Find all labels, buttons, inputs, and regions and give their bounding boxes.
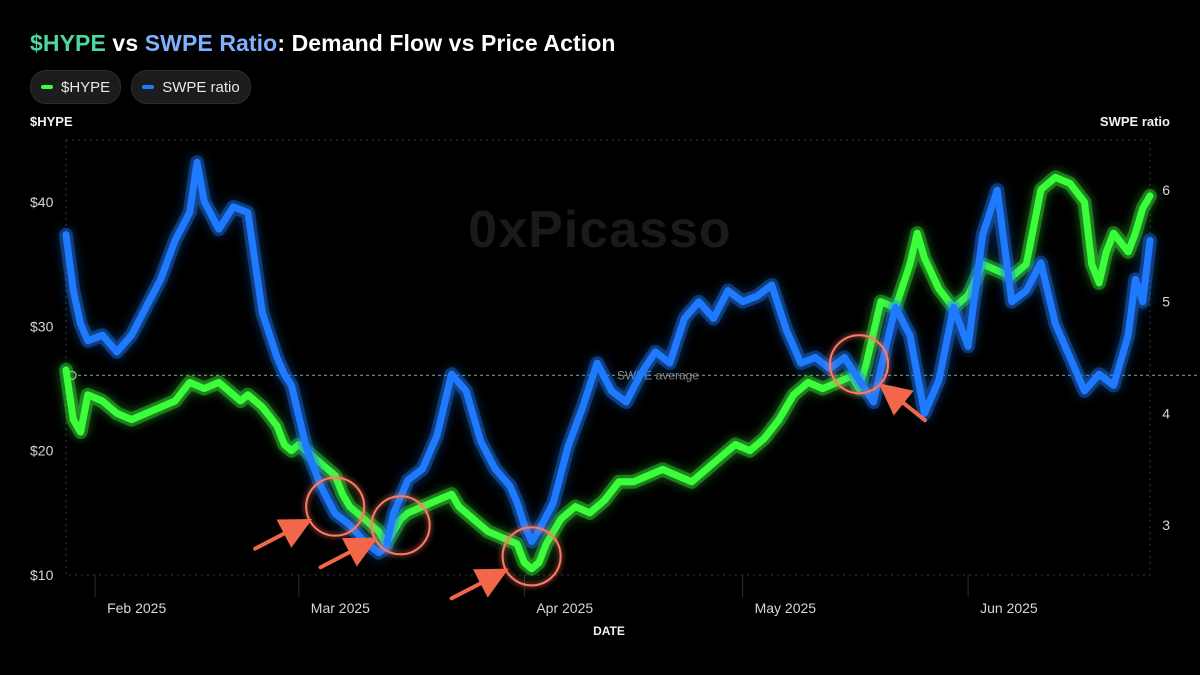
title-suffix: : Demand Flow vs Price Action <box>277 30 616 56</box>
x-tick-label: Apr 2025 <box>536 600 593 616</box>
highlight-arrow <box>318 537 378 570</box>
left-tick-label: $30 <box>30 318 54 334</box>
highlight-marks <box>253 334 927 601</box>
right-tick-label: 6 <box>1162 182 1170 198</box>
x-axis-title: DATE <box>593 624 625 638</box>
highlight-arrow <box>449 568 509 601</box>
title-vs: vs <box>105 30 145 56</box>
legend-label-hype: $HYPE <box>61 78 111 96</box>
watermark: 0xPicasso <box>468 201 731 259</box>
series-line-swpe <box>62 158 1154 557</box>
legend-swatch-swpe <box>142 85 155 89</box>
grid <box>65 139 1151 597</box>
highlight-circle <box>370 495 431 556</box>
left-tick-label: $10 <box>30 567 54 583</box>
legend: $HYPE SWPE ratio <box>30 70 251 104</box>
chart-title: $HYPE vs SWPE Ratio: Demand Flow vs Pric… <box>30 30 616 57</box>
left-tick-label: $20 <box>30 443 54 459</box>
x-tick-label: Feb 2025 <box>107 600 166 616</box>
title-hype: $HYPE <box>30 30 106 56</box>
left-axis-ticks: $10 $20 $30 $40 <box>30 194 54 583</box>
legend-swatch-hype <box>41 85 53 89</box>
x-axis-ticks: Feb 2025 Mar 2025 Apr 2025 May 2025 Jun 2025 <box>107 600 1038 616</box>
highlight-circle <box>828 334 889 395</box>
legend-item-swpe[interactable]: SWPE ratio <box>131 70 251 104</box>
plot-frame <box>65 139 1151 576</box>
right-axis-title: SWPE ratio <box>1099 114 1170 129</box>
title-swpe: SWPE Ratio <box>144 30 278 56</box>
legend-label-swpe: SWPE ratio <box>162 78 240 96</box>
right-tick-label: 3 <box>1162 517 1170 533</box>
left-axis-title: $HYPE <box>30 114 73 129</box>
right-axis-ticks: 3 4 5 6 <box>1162 182 1170 533</box>
left-tick-label: $40 <box>30 194 54 210</box>
legend-item-hype[interactable]: $HYPE <box>30 70 122 104</box>
highlight-arrow <box>253 518 313 551</box>
x-tick-label: May 2025 <box>755 600 817 616</box>
reference-line-label: SWPE average <box>617 368 699 382</box>
highlight-circle <box>501 526 562 587</box>
series-lines <box>59 155 1157 576</box>
right-tick-label: 4 <box>1162 405 1170 421</box>
right-tick-label: 5 <box>1162 294 1170 310</box>
x-tick-label: Jun 2025 <box>980 600 1038 616</box>
x-tick-label: Mar 2025 <box>311 600 370 616</box>
highlight-circle <box>305 476 366 537</box>
highlight-arrow <box>878 383 927 423</box>
